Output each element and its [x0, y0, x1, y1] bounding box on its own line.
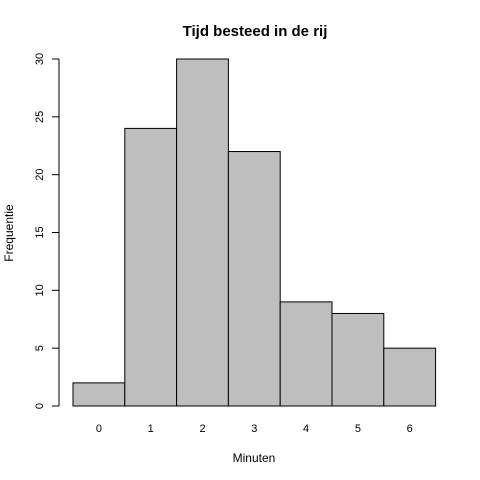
x-tick-label: 6 — [407, 423, 413, 435]
bar-2 — [176, 58, 229, 407]
bar-5 — [331, 312, 385, 407]
bar-0 — [72, 382, 126, 407]
y-tick-label: 5 — [34, 345, 46, 351]
x-tick-label: 5 — [355, 423, 361, 435]
bar-1 — [124, 127, 178, 407]
x-axis-label: Minuten — [233, 451, 276, 465]
bar-4 — [279, 301, 333, 407]
bar-3 — [227, 151, 281, 407]
y-axis: 0 5 10 15 20 25 30 — [34, 53, 60, 409]
x-tick-label: 4 — [303, 423, 309, 435]
y-tick-label: 0 — [34, 403, 46, 409]
y-tick-label: 25 — [34, 111, 46, 123]
y-tick-label: 30 — [34, 53, 46, 65]
bar-6 — [383, 347, 437, 407]
x-axis-tick-labels: 0 1 2 3 4 5 6 — [96, 423, 413, 435]
x-tick-label: 3 — [251, 423, 257, 435]
y-tick-label: 10 — [34, 284, 46, 296]
y-tick-label: 20 — [34, 169, 46, 181]
y-tick-label: 15 — [34, 226, 46, 238]
bars-group — [72, 58, 437, 407]
x-tick-label: 1 — [148, 423, 154, 435]
x-tick-label: 0 — [96, 423, 102, 435]
y-axis-label: Frequentie — [2, 204, 16, 262]
x-tick-label: 2 — [199, 423, 205, 435]
chart-title: Tijd besteed in de rij — [183, 23, 328, 40]
